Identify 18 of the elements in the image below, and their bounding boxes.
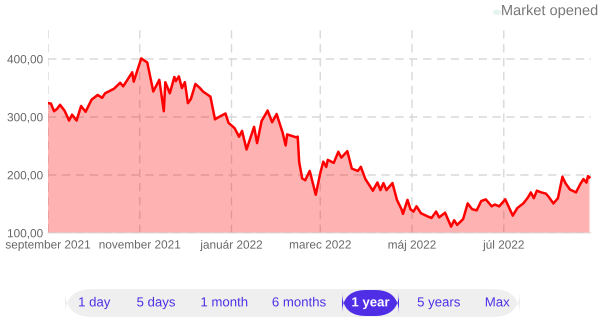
y-tick-label: 300,00: [7, 113, 43, 123]
x-tick-label: september 2021: [6, 240, 90, 251]
text: 1 day: [79, 296, 110, 310]
x-tick-label: november 2021: [100, 240, 180, 249]
text: 5 years: [418, 297, 460, 310]
x-tick-label: júl 2022: [482, 240, 524, 252]
text: 1 month: [201, 296, 248, 307]
y-tick-label: 200,00: [8, 171, 43, 181]
x-tick-label: január 2022: [200, 240, 262, 252]
y-tick-label: 400,00: [7, 55, 43, 65]
text: 5 days: [137, 296, 175, 310]
text: 6 months: [272, 296, 326, 307]
y-tick-label: 100,00: [8, 229, 43, 239]
text: Max: [486, 297, 510, 307]
text: 1 year: [352, 297, 390, 310]
text: Market opened: [502, 4, 598, 18]
x-tick-label: máj 2022: [388, 240, 436, 252]
x-tick-label: marec 2022: [290, 240, 351, 249]
